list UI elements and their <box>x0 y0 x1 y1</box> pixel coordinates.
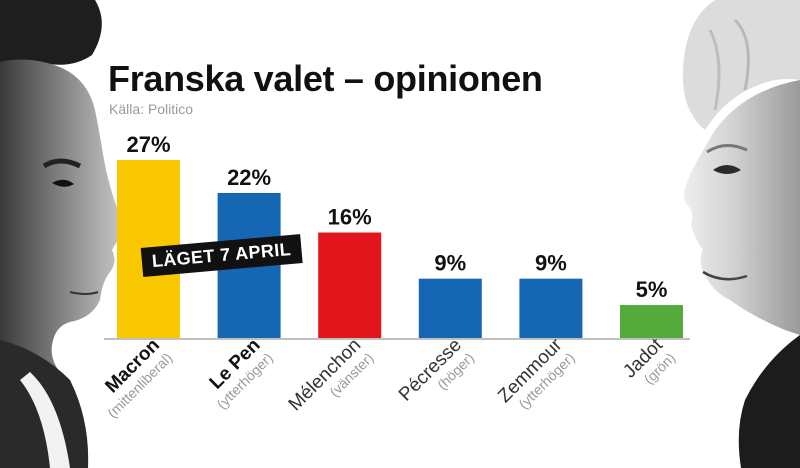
bar-zemmour <box>519 278 583 338</box>
bar-pecresse <box>418 278 482 338</box>
category-label-zemmour: Zemmour(ytterhöger) <box>494 334 578 412</box>
category-label-le-pen: Le Pen(ytterhöger) <box>206 335 276 412</box>
portrait-left-image <box>0 0 124 468</box>
value-label-melenchon: 16% <box>328 205 372 230</box>
bar-jadot <box>620 305 683 338</box>
category-label-jadot: Jadot(grön) <box>619 334 678 387</box>
value-label-macron: 27% <box>126 132 170 157</box>
value-label-pecresse: 9% <box>434 251 466 276</box>
chart-source: Källa: Politico <box>109 101 194 117</box>
chart-title: Franska valet – opinionen <box>108 58 543 99</box>
value-label-zemmour: 9% <box>535 251 567 276</box>
category-label-pecresse: Pécresse(höger) <box>395 335 477 406</box>
value-label-le-pen: 22% <box>227 165 271 190</box>
category-label-melenchon: Mélenchon(vänster) <box>285 335 377 416</box>
value-label-jadot: 5% <box>636 277 668 302</box>
portrait-right-image <box>682 0 800 468</box>
category-label-macron: Macron(mittenliberal) <box>101 335 175 421</box>
bar-melenchon <box>318 232 382 338</box>
